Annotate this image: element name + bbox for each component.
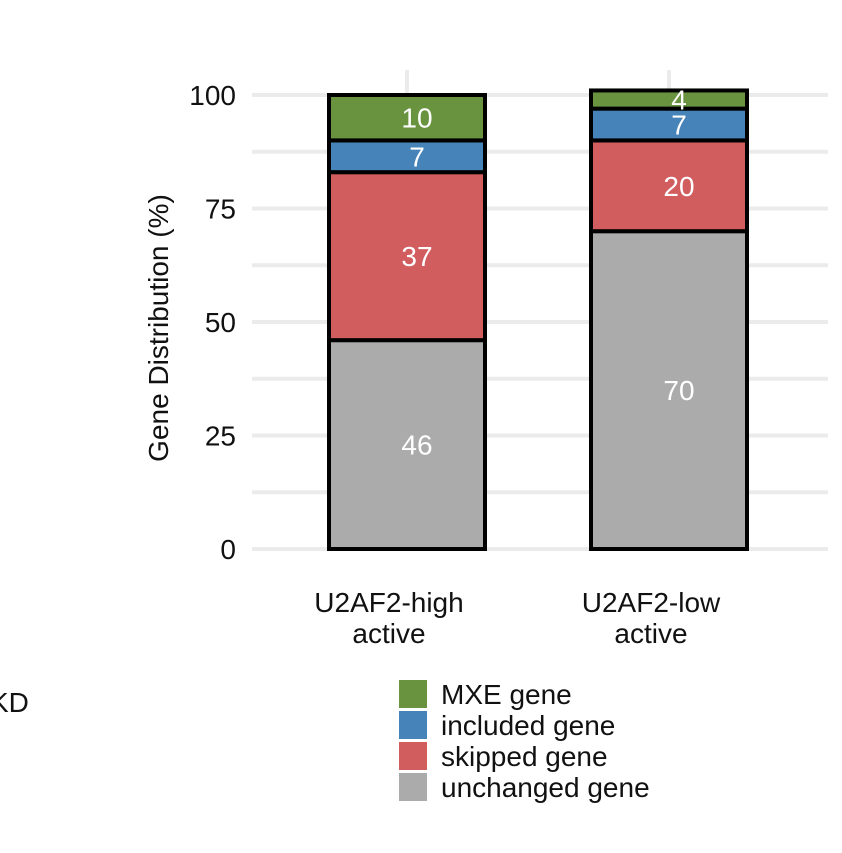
- bar-segment: [589, 229, 749, 551]
- bar-data-label: 10: [401, 103, 432, 134]
- y-tick-label: 25: [205, 421, 236, 452]
- y-axis-title: Gene Distribution (%): [143, 194, 174, 462]
- legend-swatch: [399, 711, 427, 739]
- bar-data-label: 37: [401, 241, 432, 272]
- x-tick-label: active: [614, 618, 687, 649]
- bars: [327, 88, 749, 551]
- bar-data-label: 7: [409, 141, 425, 172]
- bar-data-label: 70: [663, 375, 694, 406]
- legend-swatch: [399, 680, 427, 708]
- y-axis: 0 25 50 75 100: [189, 80, 236, 565]
- bar-segment: [327, 338, 487, 551]
- bar-segment: [327, 170, 487, 343]
- legend-swatch: [399, 742, 427, 770]
- legend-label: skipped gene: [441, 741, 608, 772]
- bar-segment: [327, 138, 487, 175]
- y-tick-label: 100: [189, 80, 236, 111]
- bar-data-label: 4: [671, 85, 687, 116]
- x-tick-label: U2AF2-high: [314, 587, 463, 618]
- legend-label: unchanged gene: [441, 772, 650, 803]
- legend-label: MXE gene: [441, 679, 572, 710]
- bar-data-label: 20: [663, 171, 694, 202]
- bar-segment: [589, 138, 749, 234]
- y-tick-label: 75: [205, 194, 236, 225]
- y-tick-label: 0: [220, 534, 236, 565]
- bar-data-label: 46: [401, 430, 432, 461]
- bar-data-label: 7: [671, 110, 687, 141]
- bar-segment: [589, 88, 749, 111]
- x-tick-label: U2AF2-low: [582, 587, 721, 618]
- legend-swatch: [399, 773, 427, 801]
- bar-segment: [589, 106, 749, 143]
- clipped-label-1: KD: [0, 687, 29, 718]
- bar-segment: [327, 93, 487, 143]
- x-tick-label: active: [352, 618, 425, 649]
- legend-label: included gene: [441, 710, 615, 741]
- y-tick-label: 50: [205, 307, 236, 338]
